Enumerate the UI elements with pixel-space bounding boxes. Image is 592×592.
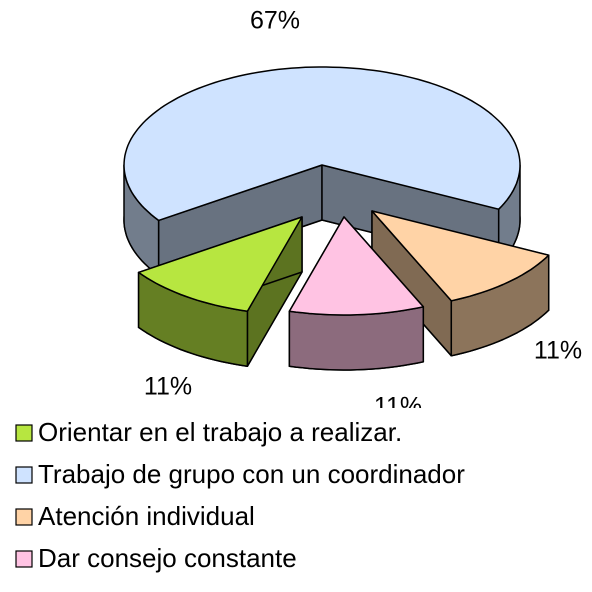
slice — [371, 210, 550, 302]
legend: Orientar en el trabajo a realizar. Trabaj… — [15, 417, 465, 573]
legend-swatch — [15, 508, 33, 526]
legend-label: Atención individual — [38, 501, 255, 531]
slice — [123, 66, 521, 222]
legend-swatch — [15, 424, 33, 442]
data-label: 11% — [144, 373, 192, 401]
legend-label: Trabajo de grupo con un coordinador — [38, 459, 465, 489]
slice — [137, 216, 303, 312]
legend-swatch — [15, 550, 33, 568]
slice-side — [288, 306, 425, 371]
legend-swatch — [15, 466, 33, 484]
data-labels: 11% 67% 11% 11% — [144, 7, 582, 421]
legend-label: Dar consejo constante — [38, 543, 297, 573]
pie — [123, 66, 550, 371]
data-label: 11% — [534, 337, 582, 365]
slice — [288, 216, 425, 316]
data-label: 67% — [250, 7, 300, 35]
legend-label: Orientar en el trabajo a realizar. — [38, 417, 402, 447]
data-label: 11% — [374, 393, 422, 421]
